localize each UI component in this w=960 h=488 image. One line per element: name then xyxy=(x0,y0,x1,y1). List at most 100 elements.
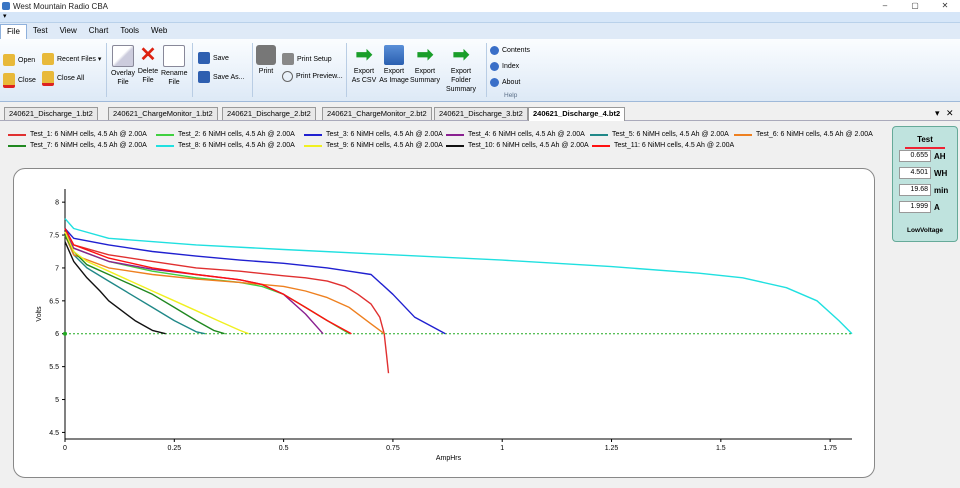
test-summary-panel: Test 0.655 AH 4.501 WH 19.68 min 1.999 A Low… xyxy=(892,126,958,242)
y-tick-label: 6 xyxy=(55,331,59,338)
legend-swatch xyxy=(446,145,464,147)
legend-entry: Test_4: 6 NiMH cells, 4.5 Ah @ 2.00A xyxy=(446,131,585,139)
amps-value: 1.999 xyxy=(899,201,931,213)
rename-file-icon xyxy=(163,45,185,67)
legend-swatch xyxy=(156,145,174,147)
menu-tools[interactable]: Tools xyxy=(120,26,140,35)
series-line xyxy=(64,228,390,374)
menu-chart[interactable]: Chart xyxy=(88,26,109,35)
series-line xyxy=(64,231,249,335)
series-line xyxy=(64,241,166,335)
close-button[interactable]: Close xyxy=(3,73,36,88)
printer-icon xyxy=(256,45,276,65)
tab-discharge-1[interactable]: 240621_Discharge_1.bt2 xyxy=(4,107,98,120)
x-tick-label: 0.25 xyxy=(167,445,181,452)
print-setup-icon xyxy=(282,53,294,65)
legend-entry: Test_11: 6 NiMH cells, 4.5 Ah @ 2.00A xyxy=(592,142,734,150)
legend-swatch xyxy=(304,134,322,136)
export-csv-button[interactable]: ➡ Export As CSV xyxy=(351,44,377,84)
close-window-button[interactable]: ✕ xyxy=(941,1,949,10)
folder-open-icon xyxy=(3,54,15,66)
close-all-button[interactable]: Close All xyxy=(42,71,84,86)
quick-access-toolbar: ▾ xyxy=(0,12,960,23)
rename-file-button[interactable]: Rename File xyxy=(161,45,187,87)
legend-entry: Test_9: 6 NiMH cells, 4.5 Ah @ 2.00A xyxy=(304,142,443,150)
ah-unit: AH xyxy=(934,151,946,161)
panel-row-amps: 1.999 A xyxy=(899,201,955,213)
panel-row-wh: 4.501 WH xyxy=(899,167,955,179)
print-preview-button[interactable]: Print Preview... xyxy=(282,71,343,82)
recent-files-button[interactable]: Recent Files ▾ xyxy=(42,53,101,65)
green-arrow-icon: ➡ xyxy=(452,44,470,66)
menu-file[interactable]: File xyxy=(0,24,27,39)
legend-swatch xyxy=(156,134,174,136)
legend-swatch xyxy=(8,134,26,136)
export-image-button[interactable]: Export As Image xyxy=(379,45,409,85)
magnifier-icon xyxy=(282,71,293,82)
contents-button[interactable]: Contents xyxy=(490,46,530,55)
menu-view[interactable]: View xyxy=(59,26,77,35)
legend-entry: Test_10: 6 NiMH cells, 4.5 Ah @ 2.00A xyxy=(446,142,589,150)
ribbon-separator xyxy=(486,43,487,97)
series-line xyxy=(64,234,225,335)
title-bar: West Mountain Radio CBA – ▢ ✕ xyxy=(0,0,960,12)
status-label: LowVoltage xyxy=(907,227,943,234)
legend-swatch xyxy=(734,134,752,136)
save-as-icon xyxy=(198,71,210,83)
menu-web[interactable]: Web xyxy=(151,26,168,35)
index-button[interactable]: Index xyxy=(490,62,519,71)
wh-value: 4.501 xyxy=(899,167,931,179)
tab-discharge-4[interactable]: 240621_Discharge_4.bt2 xyxy=(528,107,626,121)
y-tick-label: 7.5 xyxy=(49,233,59,240)
export-folder-summary-button[interactable]: ➡ Export Folder Summary xyxy=(446,44,476,93)
overlay-file-button[interactable]: Overlay File xyxy=(110,45,136,87)
discharge-chart: 4.5 5 5.5 6 6.5 7 7.5 8 0 0.25 0.5 0.75 1 1.25 1.5 1.75… xyxy=(36,189,853,462)
delete-file-button[interactable]: ✕ Delete File xyxy=(137,44,159,84)
tab-chargemonitor-2[interactable]: 240621_ChargeMonitor_2.bt2 xyxy=(322,107,432,120)
min-value: 19.68 xyxy=(899,184,931,196)
overlay-file-icon xyxy=(112,45,134,67)
y-axis-label: Volts xyxy=(36,306,43,322)
y-tick-label: 7 xyxy=(55,265,59,272)
y-tick-label: 4.5 xyxy=(49,430,59,437)
chart-legend: Test_1: 6 NiMH cells, 4.5 Ah @ 2.00A Tes… xyxy=(8,131,888,155)
tab-discharge-2[interactable]: 240621_Discharge_2.bt2 xyxy=(222,107,316,120)
y-tick-label: 5 xyxy=(55,397,59,404)
window-controls: – ▢ ✕ xyxy=(870,0,960,12)
ribbon-separator xyxy=(252,43,253,97)
legend-swatch xyxy=(446,134,464,136)
about-button[interactable]: About xyxy=(490,78,520,87)
green-arrow-icon: ➡ xyxy=(355,44,373,66)
panel-row-ah: 0.655 AH xyxy=(899,150,955,162)
recent-files-icon xyxy=(42,53,54,65)
maximize-button[interactable]: ▢ xyxy=(911,1,919,10)
minimize-button[interactable]: – xyxy=(882,1,888,10)
amps-unit: A xyxy=(934,202,940,212)
menu-test[interactable]: Test xyxy=(32,26,48,35)
panel-series-line xyxy=(905,147,945,149)
legend-swatch xyxy=(304,145,322,147)
open-button[interactable]: Open xyxy=(3,54,35,66)
tab-discharge-3[interactable]: 240621_Discharge_3.bt2 xyxy=(434,107,528,120)
app-icon xyxy=(2,2,10,10)
close-tab-icon[interactable]: ✕ xyxy=(946,108,954,118)
series-line xyxy=(64,231,324,335)
tab-list-dropdown-icon[interactable]: ▾ xyxy=(935,108,940,118)
export-summary-button[interactable]: ➡ Export Summary xyxy=(410,44,440,84)
help-circle-icon xyxy=(490,62,499,71)
print-setup-button[interactable]: Print Setup xyxy=(282,53,332,65)
qat-dropdown-icon[interactable]: ▾ xyxy=(3,13,7,20)
image-icon xyxy=(384,45,404,65)
series-line xyxy=(64,234,206,335)
series-line xyxy=(64,218,853,335)
series-line xyxy=(64,231,350,335)
wh-unit: WH xyxy=(934,168,948,178)
x-tick-label: 1.75 xyxy=(823,445,837,452)
menu-bar: File Test View Chart Tools Web xyxy=(0,23,960,39)
save-as-button[interactable]: Save As... xyxy=(198,71,245,83)
print-button[interactable]: Print xyxy=(255,45,277,76)
legend-entry: Test_6: 6 NiMH cells, 4.5 Ah @ 2.00A xyxy=(734,131,873,139)
tab-chargemonitor-1[interactable]: 240621_ChargeMonitor_1.bt2 xyxy=(108,107,218,120)
x-tick-label: 0.5 xyxy=(279,445,289,452)
save-button[interactable]: Save xyxy=(198,52,229,64)
